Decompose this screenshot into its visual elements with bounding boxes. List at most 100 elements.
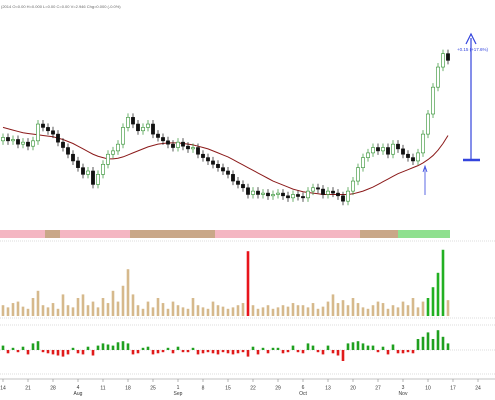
volume-bar bbox=[246, 251, 250, 316]
band-segment bbox=[398, 230, 450, 238]
volume-bar bbox=[46, 307, 50, 316]
volume-bar bbox=[161, 303, 165, 316]
candle-body bbox=[196, 147, 200, 155]
x-tick-label: 28 bbox=[50, 385, 56, 391]
candle-body bbox=[141, 127, 145, 132]
candle-body bbox=[406, 153, 410, 158]
tick-label-line: Oct bbox=[299, 391, 307, 397]
candle-body bbox=[41, 123, 45, 128]
indicator-bar bbox=[331, 350, 335, 354]
indicator-bar bbox=[176, 346, 180, 350]
volume-bar bbox=[136, 305, 140, 316]
x-tick-label: 1 Sep bbox=[174, 385, 183, 397]
indicator-bar bbox=[226, 350, 230, 354]
candle-body bbox=[251, 190, 255, 195]
candle-body bbox=[291, 194, 295, 199]
indicator-bar bbox=[201, 350, 205, 354]
indicator-bar bbox=[191, 347, 195, 350]
volume-bar bbox=[356, 303, 360, 316]
candle-body bbox=[366, 152, 370, 158]
indicator-bar bbox=[296, 350, 300, 353]
candle-body bbox=[146, 123, 150, 128]
x-tick-label: 20 bbox=[350, 385, 356, 391]
indicator-bar bbox=[386, 350, 390, 355]
band-segment bbox=[215, 230, 360, 238]
candle-body bbox=[266, 192, 270, 197]
volume-bar bbox=[281, 305, 285, 316]
volume-bar bbox=[336, 303, 340, 316]
indicator-bar bbox=[16, 350, 20, 353]
candle-body bbox=[121, 127, 125, 145]
volume-bar bbox=[196, 305, 200, 316]
indicator-bar bbox=[131, 350, 135, 355]
indicator-bar bbox=[116, 342, 120, 350]
candle-body bbox=[106, 153, 110, 165]
volume-bar bbox=[411, 298, 415, 316]
candle-body bbox=[166, 140, 170, 145]
x-tick-label: 10 bbox=[425, 385, 431, 391]
candle-body bbox=[296, 194, 300, 197]
band-segment bbox=[130, 230, 215, 238]
candle-body bbox=[276, 192, 280, 195]
volume-bar bbox=[6, 307, 10, 316]
indicator-bar bbox=[96, 345, 100, 350]
volume-bar bbox=[71, 307, 75, 316]
indicator-bar bbox=[381, 346, 385, 350]
x-tick-label: 15 bbox=[225, 385, 231, 391]
indicator-bar bbox=[126, 343, 130, 350]
volume-bar bbox=[391, 305, 395, 316]
candle-body bbox=[281, 192, 285, 197]
candle-body bbox=[176, 141, 180, 148]
indicator-bar bbox=[86, 346, 90, 350]
volume-bar bbox=[301, 305, 305, 316]
indicator-bar bbox=[196, 350, 200, 355]
volume-bar bbox=[316, 308, 320, 316]
indicator-bar bbox=[371, 345, 375, 350]
volume-bar bbox=[166, 308, 170, 316]
candle-body bbox=[31, 140, 35, 147]
volume-bar bbox=[201, 307, 205, 316]
x-tick-label: 27 bbox=[375, 385, 381, 391]
volume-bar bbox=[306, 307, 310, 316]
volume-bar bbox=[271, 308, 275, 316]
volume-bar bbox=[146, 301, 150, 316]
tick-label-line: Aug bbox=[74, 391, 83, 397]
indicator-bar bbox=[81, 350, 85, 355]
volume-bar bbox=[436, 272, 440, 316]
indicator-bar bbox=[376, 350, 380, 353]
indicator-bar bbox=[6, 350, 10, 354]
volume-bar bbox=[211, 301, 215, 316]
volume-bar bbox=[341, 300, 345, 316]
candle-body bbox=[111, 150, 115, 155]
candle-body bbox=[286, 195, 290, 199]
x-tick-label: 29 bbox=[275, 385, 281, 391]
candle-body bbox=[231, 174, 235, 182]
candle-body bbox=[151, 123, 155, 135]
candle-body bbox=[181, 141, 185, 147]
candle-body bbox=[431, 86, 435, 115]
volume-bar bbox=[396, 307, 400, 316]
indicator-bar bbox=[391, 344, 395, 350]
volume-bar bbox=[121, 285, 125, 316]
indicator-bar bbox=[216, 350, 220, 355]
indicator-bar bbox=[411, 350, 415, 354]
indicator-bar bbox=[281, 350, 285, 354]
x-tick-label: 25 bbox=[150, 385, 156, 391]
indicator-bar bbox=[26, 350, 30, 355]
x-tick-label: 21 bbox=[25, 385, 31, 391]
candle-body bbox=[256, 190, 260, 195]
arrow-head bbox=[422, 164, 428, 173]
candle-body bbox=[46, 127, 50, 132]
x-tick-label: 4 Aug bbox=[74, 385, 83, 397]
tick-label-line: 4 bbox=[77, 385, 80, 391]
candle-body bbox=[96, 174, 100, 185]
candle-body bbox=[131, 117, 135, 125]
candle-body bbox=[316, 187, 320, 190]
volume-bar bbox=[421, 301, 425, 316]
measure-annotation bbox=[422, 32, 480, 195]
indicator-bar bbox=[1, 345, 5, 350]
volume-bar bbox=[286, 306, 290, 316]
candle-body bbox=[441, 53, 445, 68]
volume-bar bbox=[91, 301, 95, 316]
indicator-bar bbox=[111, 345, 115, 350]
